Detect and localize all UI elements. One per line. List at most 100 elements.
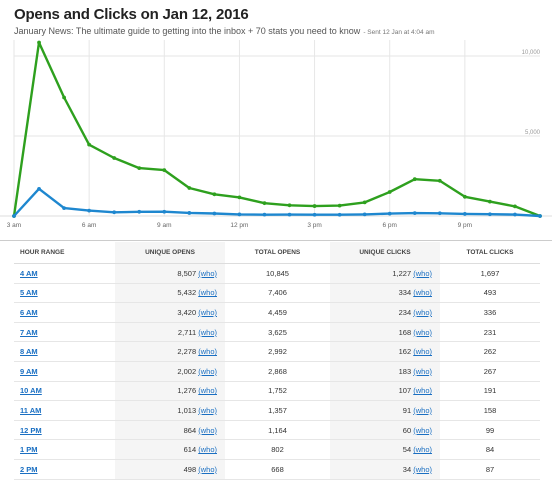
table-row: 10 AM 1,276 (who) 1,752 107 (who) 191 [14, 381, 540, 402]
hour-link[interactable]: 2 PM [20, 464, 38, 474]
opens-data-point [137, 166, 142, 171]
hour-cell: 6 AM [14, 302, 115, 323]
unique-opens-cell: 2,711 (who) [115, 322, 225, 343]
clicks-data-point [87, 208, 92, 213]
who-opened-link[interactable]: (who) [198, 445, 217, 455]
total-clicks-cell: 99 [440, 420, 540, 441]
who-clicked-link[interactable]: (who) [413, 268, 432, 278]
unique-opens-cell: 1,013 (who) [115, 400, 225, 421]
hour-link[interactable]: 4 AM [20, 268, 38, 278]
unique-clicks-value: 334 [398, 288, 412, 298]
clicks-data-point [137, 209, 142, 214]
hourly-stats-table: HOUR RANGE UNIQUE OPENS TOTAL OPENS UNIQ… [14, 242, 540, 480]
unique-clicks-cell: 60 (who) [330, 420, 440, 441]
report-header: Opens and Clicks on Jan 12, 2016 January… [14, 6, 544, 36]
clicks-data-point [262, 212, 267, 217]
hour-link[interactable]: 8 AM [20, 347, 38, 357]
unique-clicks-value: 60 [402, 425, 412, 435]
who-clicked-link[interactable]: (who) [413, 464, 432, 474]
who-opened-link[interactable]: (who) [198, 464, 217, 474]
clicks-data-point [362, 212, 367, 217]
who-clicked-link[interactable]: (who) [413, 445, 432, 455]
opens-data-point [488, 199, 492, 204]
total-opens-cell: 1,752 [225, 381, 330, 402]
who-opened-link[interactable]: (who) [198, 386, 217, 396]
col-header-unique-opens: UNIQUE OPENS [115, 242, 225, 264]
chart-divider [0, 240, 552, 241]
clicks-data-point [387, 211, 392, 216]
total-opens-cell: 2,992 [225, 341, 330, 362]
clicks-data-point [162, 209, 167, 214]
unique-clicks-value: 162 [398, 347, 412, 357]
opens-data-point [212, 192, 217, 197]
clicks-data-point [37, 186, 41, 191]
who-opened-link[interactable]: (who) [198, 268, 217, 278]
total-opens-cell: 7,406 [225, 283, 330, 304]
unique-clicks-value: 107 [398, 386, 412, 396]
hour-cell: 2 PM [14, 459, 115, 480]
y-tick-label: 5,000 [525, 130, 541, 136]
unique-opens-value: 2,278 [177, 347, 197, 357]
table-header-row: HOUR RANGE UNIQUE OPENS TOTAL OPENS UNIQ… [14, 242, 540, 264]
hour-link[interactable]: 12 PM [20, 425, 42, 435]
clicks-data-point [312, 212, 317, 217]
who-opened-link[interactable]: (who) [198, 327, 217, 337]
who-opened-link[interactable]: (who) [198, 366, 217, 376]
unique-clicks-cell: 168 (who) [330, 322, 440, 343]
unique-clicks-value: 168 [398, 327, 412, 337]
clicks-data-point [488, 212, 492, 217]
x-tick-label: 9 am [157, 222, 171, 229]
who-opened-link[interactable]: (who) [198, 288, 217, 298]
total-clicks-cell: 1,697 [440, 263, 540, 284]
who-opened-link[interactable]: (who) [198, 347, 217, 357]
clicks-data-point [287, 212, 292, 217]
hour-link[interactable]: 11 AM [20, 405, 42, 415]
who-clicked-link[interactable]: (who) [413, 307, 432, 317]
total-clicks-cell: 87 [440, 459, 540, 480]
total-opens-cell: 1,164 [225, 420, 330, 441]
y-tick-label: 10,000 [522, 50, 541, 56]
who-clicked-link[interactable]: (who) [413, 327, 432, 337]
total-clicks-cell: 493 [440, 283, 540, 304]
total-clicks-cell: 231 [440, 322, 540, 343]
total-clicks-cell: 84 [440, 439, 540, 460]
unique-opens-value: 2,711 [177, 327, 197, 337]
hour-link[interactable]: 10 AM [20, 386, 42, 396]
hour-link[interactable]: 5 AM [20, 288, 38, 298]
who-clicked-link[interactable]: (who) [413, 405, 432, 415]
unique-opens-value: 2,002 [177, 366, 197, 376]
clicks-series-line [13, 187, 541, 218]
x-tick-label: 6 am [82, 222, 96, 229]
who-clicked-link[interactable]: (who) [413, 366, 432, 376]
col-header-total-clicks: TOTAL CLICKS [440, 242, 540, 264]
who-clicked-link[interactable]: (who) [413, 347, 432, 357]
unique-clicks-cell: 34 (who) [330, 459, 440, 480]
table-row: 12 PM 864 (who) 1,164 60 (who) 99 [14, 420, 540, 441]
who-clicked-link[interactable]: (who) [413, 386, 432, 396]
who-opened-link[interactable]: (who) [198, 405, 217, 415]
x-tick-label: 3 pm [307, 222, 321, 229]
who-clicked-link[interactable]: (who) [413, 288, 432, 298]
hour-link[interactable]: 6 AM [20, 307, 38, 317]
opens-data-point [462, 194, 467, 199]
opens-clicks-chart: 3 am 6 am 9 am 12 pm 3 pm 6 pm 9 pm 5,000 10,000 [0, 40, 552, 229]
total-opens-cell: 10,845 [225, 263, 330, 284]
hour-link[interactable]: 1 PM [20, 445, 38, 455]
who-opened-link[interactable]: (who) [198, 307, 217, 317]
unique-clicks-value: 54 [402, 445, 412, 455]
hour-link[interactable]: 9 AM [20, 366, 38, 376]
unique-opens-value: 864 [183, 425, 197, 435]
hour-cell: 12 PM [14, 420, 115, 441]
opens-data-point [237, 195, 242, 200]
unique-opens-value: 614 [183, 445, 197, 455]
clicks-data-point [12, 214, 16, 218]
who-clicked-link[interactable]: (who) [413, 425, 432, 435]
hour-link[interactable]: 7 AM [20, 327, 38, 337]
clicks-data-point [212, 211, 217, 216]
total-clicks-cell: 158 [440, 400, 540, 421]
opens-data-point [37, 40, 41, 45]
clicks-data-point [337, 212, 342, 217]
unique-opens-cell: 5,432 (who) [115, 283, 225, 304]
hour-cell: 4 AM [14, 263, 115, 284]
who-opened-link[interactable]: (who) [198, 425, 217, 435]
